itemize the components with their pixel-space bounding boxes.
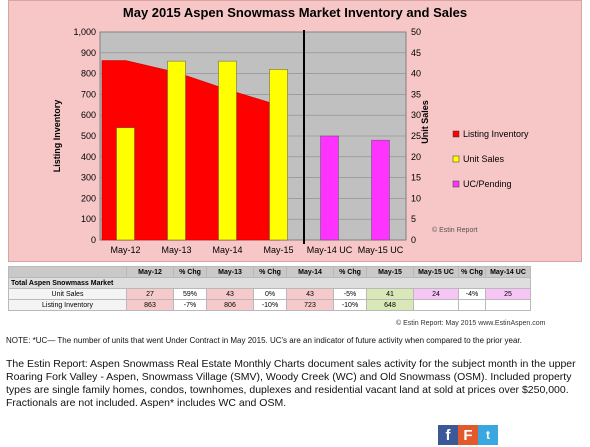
legend-swatch (452, 155, 460, 163)
legend-swatch (452, 130, 460, 138)
x-tick-label: May-13 (161, 245, 191, 255)
table-cell: 43 (206, 288, 254, 300)
bar-unit-sales (269, 69, 288, 241)
right-tick-label: 35 (411, 89, 421, 99)
table-cell: 863 (126, 299, 174, 311)
copyright-text: © Estin Report: May 2015 www.EstinAspen.… (396, 320, 546, 327)
right-tick-label: 45 (411, 48, 421, 58)
table-group-row: Total Aspen Snowmass Market (8, 277, 531, 289)
table-header-cell: % Chg (173, 266, 207, 278)
description-text: The Estin Report: Aspen Snowmass Real Es… (6, 358, 576, 409)
social-buttons: f F t (438, 425, 498, 445)
table-cell: 723 (286, 299, 334, 311)
bar-unit-sales (218, 60, 237, 241)
favorite-icon[interactable]: F (458, 425, 478, 445)
left-tick-label: 1,000 (73, 27, 96, 37)
x-tick-label: May-12 (110, 245, 140, 255)
table-cell: 0% (253, 288, 287, 300)
watermark-text: © Estin Report (432, 226, 478, 234)
table-header-cell: % Chg (333, 266, 367, 278)
table-header-cell: % Chg (458, 266, 486, 278)
legend-label: Unit Sales (463, 154, 505, 164)
table-cell (458, 299, 486, 311)
table-cell: 806 (206, 299, 254, 311)
table-corner (8, 266, 127, 278)
chart-title: May 2015 Aspen Snowmass Market Inventory… (123, 5, 467, 20)
right-tick-label: 10 (411, 193, 421, 203)
right-tick-label: 0 (411, 235, 416, 245)
table-cell: -7% (173, 299, 207, 311)
right-tick-label: 5 (411, 214, 416, 224)
table-header-row: May-12 % Chg May-13 % Chg May-14 % Chg M… (8, 266, 531, 278)
table-header-cell: May-14 UC (485, 266, 531, 278)
right-tick-label: 50 (411, 27, 421, 37)
row-label: Listing Inventory (8, 299, 127, 311)
table-row-listing-inventory: Listing Inventory 863 -7% 806 -10% 723 -… (8, 299, 531, 311)
row-label: Unit Sales (8, 288, 127, 300)
table-cell: 24 (413, 288, 459, 300)
right-tick-label: 20 (411, 152, 421, 162)
left-tick-label: 300 (81, 173, 96, 183)
table-row-unit-sales: Unit Sales 27 59% 43 0% 43 -5% 41 24 -4%… (8, 288, 531, 300)
right-tick-label: 15 (411, 173, 421, 183)
left-tick-label: 500 (81, 131, 96, 141)
table-cell: -10% (333, 299, 367, 311)
left-tick-label: 900 (81, 48, 96, 58)
table-cell (413, 299, 459, 311)
table-cell: 41 (366, 288, 414, 300)
y2-axis-label: Unit Sales (420, 100, 430, 144)
twitter-icon[interactable]: t (478, 425, 498, 445)
table-cell: 25 (485, 288, 531, 300)
table-cell: -4% (458, 288, 486, 300)
x-tick-label: May-15 UC (358, 245, 404, 255)
legend-label: Listing Inventory (463, 129, 529, 139)
left-tick-label: 0 (91, 235, 96, 245)
table-header-cell: % Chg (253, 266, 287, 278)
table-cell: 59% (173, 288, 207, 300)
table-group-label: Total Aspen Snowmass Market (8, 277, 531, 289)
right-tick-label: 30 (411, 110, 421, 120)
table-header-cell: May-15 UC (413, 266, 459, 278)
left-tick-label: 100 (81, 214, 96, 224)
table-cell: -10% (253, 299, 287, 311)
bar-unit-sales (167, 60, 186, 241)
legend-label: UC/Pending (463, 179, 512, 189)
bar-unit-sales (116, 127, 135, 241)
table-cell: 43 (286, 288, 334, 300)
facebook-icon[interactable]: f (438, 425, 458, 445)
x-tick-label: May-14 UC (307, 245, 353, 255)
table-cell: 648 (366, 299, 414, 311)
data-table: May-12 % Chg May-13 % Chg May-14 % Chg M… (8, 266, 531, 311)
x-tick-label: May-15 (263, 245, 293, 255)
table-cell: 27 (126, 288, 174, 300)
inventory-sales-chart: May 2015 Aspen Snowmass Market Inventory… (52, 5, 529, 255)
right-tick-label: 40 (411, 69, 421, 79)
note-text: NOTE: *UC— The number of units that went… (6, 336, 522, 345)
left-tick-label: 800 (81, 69, 96, 79)
y-axis-label: Listing Inventory (52, 100, 62, 173)
table-header-cell: May-13 (206, 266, 254, 278)
left-tick-label: 200 (81, 193, 96, 203)
right-tick-label: 25 (411, 131, 421, 141)
left-tick-label: 400 (81, 152, 96, 162)
legend-swatch (452, 180, 460, 188)
table-header-cell: May-15 (366, 266, 414, 278)
bar-uc-pending (320, 135, 339, 241)
left-tick-label: 600 (81, 110, 96, 120)
left-tick-label: 700 (81, 89, 96, 99)
table-header-cell: May-14 (286, 266, 334, 278)
table-cell: -5% (333, 288, 367, 300)
x-tick-label: May-14 (212, 245, 242, 255)
table-header-cell: May-12 (126, 266, 174, 278)
table-cell (485, 299, 531, 311)
bar-uc-pending (371, 139, 390, 241)
